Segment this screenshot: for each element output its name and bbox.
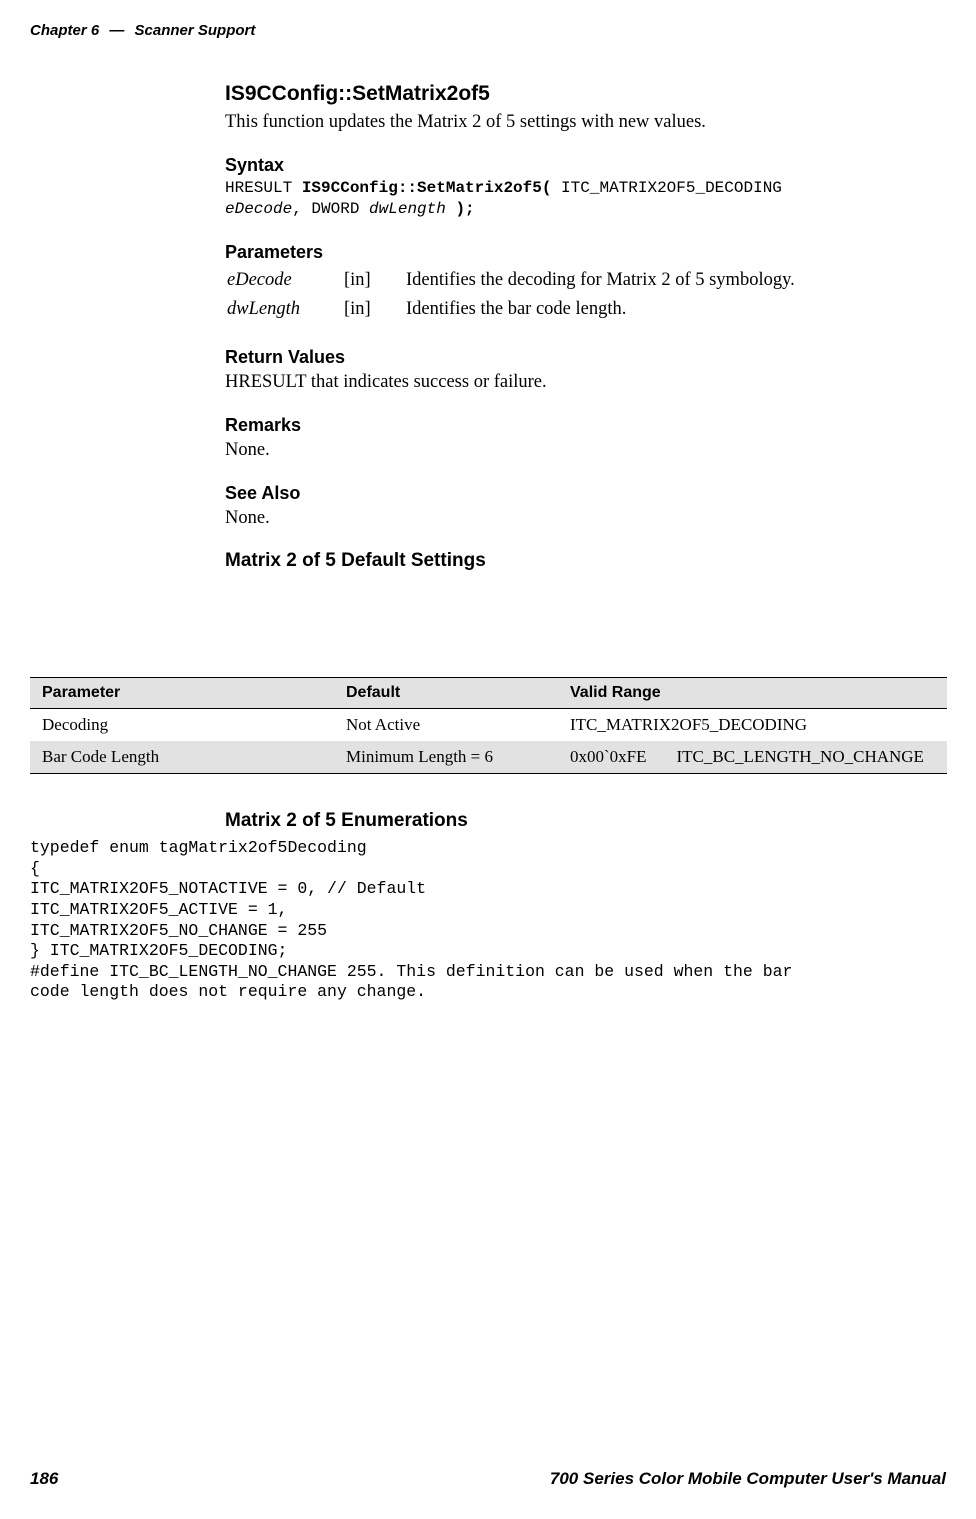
page-header: Chapter 6 — Scanner Support	[30, 22, 255, 39]
table-header: Valid Range	[558, 678, 947, 709]
parameters-table: eDecode [in] Identifies the decoding for…	[225, 265, 797, 325]
table-cell-part1: 0x00`0xFE	[570, 747, 647, 766]
main-content: IS9CConfig::SetMatrix2of5 This function …	[225, 82, 945, 576]
table-header: Parameter	[30, 678, 334, 709]
section-label: Scanner Support	[135, 22, 256, 39]
enumerations-heading-container: Matrix 2 of 5 Enumerations	[225, 810, 945, 836]
enumerations-code: typedef enum tagMatrix2of5Decoding { ITC…	[30, 838, 947, 1003]
table-cell: ITC_MATRIX2OF5_DECODING	[558, 709, 947, 742]
table-header-row: Parameter Default Valid Range	[30, 678, 947, 709]
remarks-body: None.	[225, 438, 945, 463]
parameters-heading: Parameters	[225, 242, 945, 263]
param-description: Identifies the decoding for Matrix 2 of …	[406, 267, 795, 294]
table-row: Decoding Not Active ITC_MATRIX2OF5_DECOD…	[30, 709, 947, 742]
parameter-row: dwLength [in] Identifies the bar code le…	[227, 296, 795, 323]
table-header: Default	[334, 678, 558, 709]
table-cell: 0x00`0xFE ITC_BC_LENGTH_NO_CHANGE	[558, 741, 947, 774]
table-cell: Decoding	[30, 709, 334, 742]
table-cell: Not Active	[334, 709, 558, 742]
settings-table-container: Parameter Default Valid Range Decoding N…	[30, 655, 947, 774]
parameter-row: eDecode [in] Identifies the decoding for…	[227, 267, 795, 294]
syntax-mid1: ITC_MATRIX2OF5_DECODING	[551, 179, 781, 197]
table-row: Bar Code Length Minimum Length = 6 0x00`…	[30, 741, 947, 774]
syntax-bold: IS9CConfig::SetMatrix2of5(	[302, 179, 552, 197]
syntax-code: HRESULT IS9CConfig::SetMatrix2of5( ITC_M…	[225, 178, 945, 220]
table-cell: Bar Code Length	[30, 741, 334, 774]
syntax-it1: eDecode	[225, 200, 292, 218]
section-description: This function updates the Matrix 2 of 5 …	[225, 110, 945, 135]
enumerations-heading: Matrix 2 of 5 Enumerations	[225, 810, 945, 832]
chapter-label: Chapter 6	[30, 22, 99, 39]
seealso-heading: See Also	[225, 483, 945, 504]
table-cell: Minimum Length = 6	[334, 741, 558, 774]
syntax-pre: HRESULT	[225, 179, 302, 197]
section-title: IS9CConfig::SetMatrix2of5	[225, 82, 945, 106]
enumerations-code-container: typedef enum tagMatrix2of5Decoding { ITC…	[30, 838, 947, 1003]
syntax-it2: dwLength	[369, 200, 446, 218]
syntax-mid2: , DWORD	[292, 200, 369, 218]
manual-title: 700 Series Color Mobile Computer User's …	[550, 1469, 946, 1489]
seealso-body: None.	[225, 506, 945, 531]
table-cell-part2: ITC_BC_LENGTH_NO_CHANGE	[677, 747, 924, 766]
param-name: eDecode	[227, 267, 342, 294]
returnvalues-heading: Return Values	[225, 347, 945, 368]
param-direction: [in]	[344, 267, 404, 294]
default-settings-heading: Matrix 2 of 5 Default Settings	[225, 550, 945, 572]
remarks-heading: Remarks	[225, 415, 945, 436]
syntax-end: );	[446, 200, 475, 218]
param-name: dwLength	[227, 296, 342, 323]
syntax-heading: Syntax	[225, 155, 945, 176]
returnvalues-body: HRESULT that indicates success or failur…	[225, 370, 945, 395]
param-direction: [in]	[344, 296, 404, 323]
header-dash: —	[103, 22, 130, 39]
settings-table: Parameter Default Valid Range Decoding N…	[30, 677, 947, 774]
page-number: 186	[30, 1469, 58, 1489]
param-description: Identifies the bar code length.	[406, 296, 795, 323]
